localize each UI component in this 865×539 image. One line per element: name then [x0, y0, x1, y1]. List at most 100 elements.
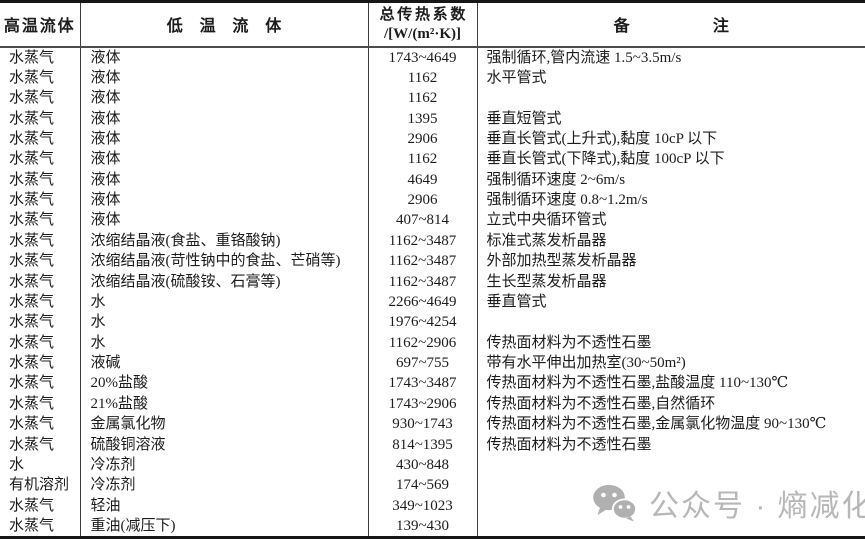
note-cell: 传热面材料为不透性石墨,自然循环: [486, 395, 716, 412]
cold-fluid-cell: 21%盐酸: [80, 393, 369, 414]
cold-fluid-cell: 20%盐酸: [80, 373, 369, 394]
coefficient-cell: 139~430: [368, 515, 478, 538]
coefficient-cell: 1162: [368, 87, 478, 109]
note-cell: 带有水平伸出加热室(30~50m²): [486, 355, 686, 372]
cold-fluid-cell: 液体: [80, 210, 369, 231]
hot-fluid-cell: 水蒸气: [0, 413, 81, 435]
coefficient-cell: 1162~3487: [368, 230, 478, 251]
table-row: 水蒸气 浓缩结晶液(硫酸铵、石膏等) 1162~3487 生长型蒸发析晶器: [0, 271, 865, 292]
coefficient-cell: 174~569: [368, 475, 478, 496]
table-row: 水蒸气 液体 1162: [0, 87, 865, 109]
coefficient-cell: 1162: [368, 149, 478, 170]
hot-fluid-cell: 水蒸气: [0, 230, 81, 251]
table-row: 水蒸气 金属氯化物 930~1743 传热面材料为不透性石墨,金属氯化物温度 9…: [0, 413, 865, 435]
table-row: 水蒸气 液体 2906 强制循环速度 0.8~1.2m/s: [0, 189, 865, 211]
table-body: 水蒸气 液体 1743~4649 强制循环,管内流速 1.5~3.5m/s 水蒸…: [0, 46, 865, 538]
coefficient-cell: 1162~3487: [368, 250, 478, 272]
note-cell: 立式中央循环管式: [486, 212, 607, 229]
note-cell: 传热面材料为不透性石墨: [486, 436, 652, 453]
table-row: 水蒸气 浓缩结晶液(苛性钠中的食盐、芒硝等) 1162~3487 外部加热型蒸发…: [0, 250, 865, 272]
coefficient-cell: 407~814: [368, 210, 478, 231]
table-row: 水蒸气 水 2266~4649 垂直管式: [0, 291, 865, 313]
table-row: 水蒸气 液体 1162 水平管式: [0, 67, 865, 88]
hot-fluid-cell: 水: [0, 454, 81, 476]
table-row: 水蒸气 重油(减压下) 139~430: [0, 515, 865, 538]
header-cold-fluid-label: 低温流体: [166, 18, 298, 36]
header-coefficient: 总传热系数 /[W/(m²·K)]: [368, 1, 478, 48]
hot-fluid-cell: 水蒸气: [0, 312, 81, 333]
note-cell: 外部加热型蒸发析晶器: [486, 253, 637, 270]
hot-fluid-cell: 水蒸气: [0, 291, 81, 313]
note-cell: 垂直长管式(下降式),黏度 100cP 以下: [486, 151, 725, 168]
table-row: 水蒸气 液体 1743~4649 强制循环,管内流速 1.5~3.5m/s: [0, 46, 865, 68]
hot-fluid-cell: 水蒸气: [0, 515, 81, 538]
coefficient-cell: 1395: [368, 108, 478, 129]
hot-fluid-cell: 水蒸气: [0, 149, 81, 170]
table-header: 高温流体 低温流体 总传热系数 /[W/(m²·K)] 备注: [0, 1, 865, 48]
coefficient-cell: 1743~2906: [368, 393, 478, 414]
cold-fluid-cell: 液体: [80, 169, 369, 190]
hot-fluid-cell: 水蒸气: [0, 169, 81, 190]
coefficient-cell: 814~1395: [368, 434, 478, 455]
note-cell: [477, 312, 865, 332]
header-coefficient-title: 总传热系数: [379, 6, 469, 23]
cold-fluid-cell: 浓缩结晶液(食盐、重铬酸钠): [80, 230, 369, 251]
coefficient-cell: 1976~4254: [368, 312, 478, 333]
coefficient-cell: 2266~4649: [368, 291, 478, 313]
coefficient-cell: 1743~3487: [368, 373, 478, 394]
watermark: 公众号 · 熵减化工: [592, 480, 865, 526]
table-row: 水 冷冻剂 430~848: [0, 454, 865, 476]
coefficient-cell: 430~848: [368, 454, 478, 476]
note-cell: 强制循环速度 0.8~1.2m/s: [486, 192, 648, 209]
hot-fluid-cell: 水蒸气: [0, 108, 81, 129]
note-cell: 强制循环速度 2~6m/s: [486, 171, 626, 188]
note-cell: 垂直管式: [486, 293, 547, 310]
table-row: 水蒸气 液碱 697~755 带有水平伸出加热室(30~50m²): [0, 352, 865, 374]
hot-fluid-cell: 水蒸气: [0, 393, 81, 414]
table-row: 水蒸气 液体 2906 垂直长管式(上升式),黏度 10cP 以下: [0, 128, 865, 150]
note-cell: [477, 455, 865, 475]
coefficient-cell: 2906: [368, 189, 478, 211]
cold-fluid-cell: 液体: [80, 67, 369, 88]
hot-fluid-cell: 有机溶剂: [0, 475, 81, 496]
hot-fluid-cell: 水蒸气: [0, 352, 81, 374]
table-row: 水蒸气 水 1976~4254: [0, 312, 865, 333]
cold-fluid-cell: 液体: [80, 108, 369, 129]
hot-fluid-cell: 水蒸气: [0, 210, 81, 231]
cold-fluid-cell: 液体: [80, 87, 369, 109]
note-cell: 传热面材料为不透性石墨,金属氯化物温度 90~130℃: [486, 416, 827, 433]
header-cold-fluid: 低温流体: [80, 1, 369, 48]
coefficient-cell: 1743~4649: [368, 46, 478, 68]
cold-fluid-cell: 浓缩结晶液(苛性钠中的食盐、芒硝等): [80, 250, 369, 272]
cold-fluid-cell: 液碱: [80, 352, 369, 374]
table-row: 水蒸气 液体 1395 垂直短管式: [0, 108, 865, 129]
hot-fluid-cell: 水蒸气: [0, 495, 81, 516]
watermark-text: 公众号 · 熵减化工: [649, 490, 865, 523]
header-coefficient-unit: /[W/(m²·K)]: [384, 25, 461, 42]
cold-fluid-cell: 水: [80, 291, 369, 313]
note-cell: 传热面材料为不透性石墨: [486, 334, 652, 351]
cold-fluid-cell: 冷冻剂: [80, 454, 369, 476]
coefficient-cell: 2906: [368, 128, 478, 150]
cold-fluid-cell: 液体: [80, 128, 369, 150]
cold-fluid-cell: 液体: [80, 46, 369, 68]
note-cell: 传热面材料为不透性石墨,盐酸温度 110~130℃: [486, 375, 789, 392]
cold-fluid-cell: 液体: [80, 149, 369, 170]
hot-fluid-cell: 水蒸气: [0, 189, 81, 211]
table-row: 水蒸气 液体 1162 垂直长管式(下降式),黏度 100cP 以下: [0, 149, 865, 170]
cold-fluid-cell: 硫酸铜溶液: [80, 434, 369, 455]
coefficient-cell: 1162~2906: [368, 332, 478, 353]
coefficient-cell: 1162: [368, 67, 478, 88]
table-row: 有机溶剂 冷冻剂 174~569: [0, 475, 865, 496]
note-cell: 强制循环,管内流速 1.5~3.5m/s: [486, 49, 682, 66]
hot-fluid-cell: 水蒸气: [0, 332, 81, 353]
cold-fluid-cell: 水: [80, 312, 369, 333]
cold-fluid-cell: 冷冻剂: [80, 475, 369, 496]
table-row: 水蒸气 水 1162~2906 传热面材料为不透性石墨: [0, 332, 865, 353]
hot-fluid-cell: 水蒸气: [0, 250, 81, 272]
cold-fluid-cell: 液体: [80, 189, 369, 211]
hot-fluid-cell: 水蒸气: [0, 87, 81, 109]
cold-fluid-cell: 金属氯化物: [80, 413, 369, 435]
